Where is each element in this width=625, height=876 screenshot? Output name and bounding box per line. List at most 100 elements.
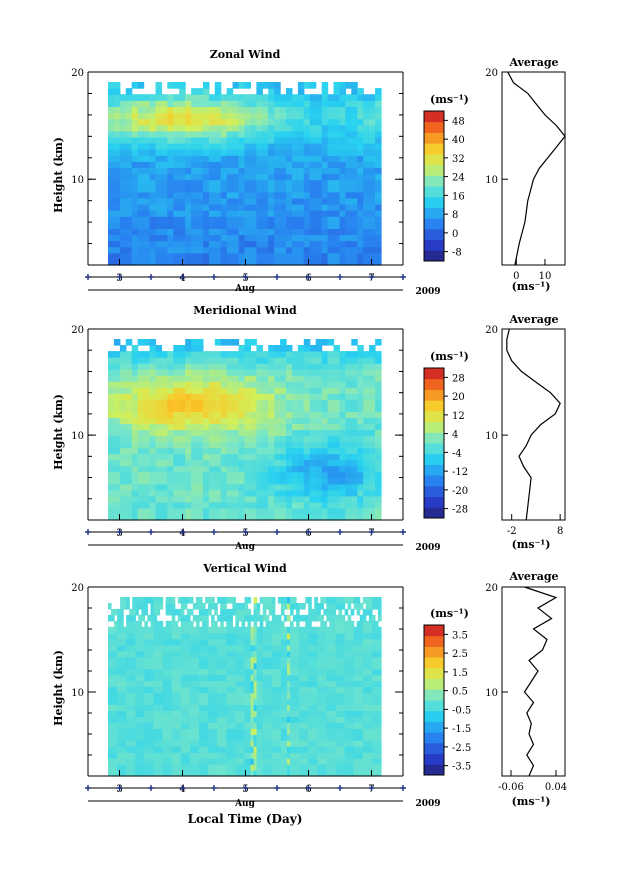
heatmap-cell [174,710,179,717]
heatmap-cell [120,716,124,723]
heatmap-cell [271,770,276,777]
heatmap-cell [114,734,118,741]
heatmap-cell [357,489,364,497]
heatmap-cell [292,465,299,473]
heatmap-cell [117,644,121,652]
heatmap-cell [274,167,281,175]
heatmap-cell [143,453,151,461]
heatmap-cell [161,216,168,223]
heatmap-cell [369,167,376,175]
heatmap-cell [268,155,275,162]
heatmap-cell [150,686,155,694]
heatmap-cell [144,722,148,729]
heatmap-cell [292,191,299,199]
heatmap-cell [326,656,330,664]
heatmap-cell [363,197,370,205]
heatmap-cell [293,686,297,694]
heatmap-cell [113,124,121,132]
heatmap-cell [268,167,275,175]
heatmap-cell [211,644,215,652]
heatmap-cell [250,399,257,406]
heatmap-cell [114,608,118,616]
heatmap-cell [220,495,228,503]
heatmap-cell [168,734,173,741]
heatmap-cell [309,124,317,132]
heatmap-cell [244,746,249,753]
heatmap-cell [375,465,382,473]
heatmap-cell [277,644,282,652]
heatmap-cell [297,222,305,229]
heatmap-cell [167,351,174,358]
heatmap-cell [321,161,329,168]
heatmap-cell [220,447,228,455]
heatmap-cell [274,399,281,406]
heatmap-cell [244,405,251,412]
heatmap-cell [321,393,329,400]
heatmap-cell [113,417,121,424]
heatmap-cell [203,471,210,479]
heatmap-cell [189,704,194,711]
heatmap-cell [171,644,176,652]
heatmap-cell [357,471,364,479]
heatmap-cell [244,662,249,670]
heatmap-cell [135,662,139,670]
heatmap-cell [220,118,228,126]
heatmap-cell [149,453,156,461]
heatmap-cell [196,698,200,705]
heatmap-cell [123,686,127,694]
heatmap-cell [327,258,335,266]
heatmap-cell [162,656,167,664]
heatmap-cell [357,441,364,449]
heatmap-cell [308,597,312,604]
heatmap-cell [149,240,156,248]
heatmap-cell [155,82,162,89]
heatmap-cell [280,363,287,370]
time-marker [337,274,343,280]
heatmap-cell [132,698,136,705]
heatmap-cell [135,680,139,688]
heatmap-cell [137,112,145,120]
heatmap-cell [259,758,264,765]
heatmap-cell [108,644,112,652]
heatmap-cell [131,489,139,497]
heatmap-cell [238,100,246,107]
heatmap-cell [203,483,210,491]
heatmap-cell [137,204,145,211]
heatmap-cell [156,734,161,741]
heatmap-cell [283,704,288,711]
heatmap-cell [375,363,382,370]
heatmap-cell [277,638,282,646]
heatmap-cell [280,447,287,455]
heatmap-cell [161,483,168,491]
heatmap-cell [159,698,164,705]
heatmap-cell [327,465,335,473]
heatmap-cell [199,668,203,676]
heatmap-cell [333,411,340,418]
heatmap-cell [173,411,180,418]
heatmap-cell [247,716,252,723]
heatmap-cell [185,143,192,150]
heatmap-cell [244,710,249,717]
heatmap-cell [280,686,285,694]
heatmap-cell [149,405,156,412]
heatmap-cell [173,447,180,455]
heatmap-cell [321,210,329,217]
heatmap-cell [292,197,299,205]
heatmap-cell [141,597,145,604]
heatmap-cell [345,185,352,193]
heatmap-cell [123,740,127,747]
heatmap-cell [203,179,210,187]
heatmap-cell [174,740,179,747]
heatmap-cell [220,597,224,604]
heatmap-cell [208,752,212,759]
heatmap-cell [262,477,269,485]
heatmap-cell [196,644,200,652]
heatmap-cell [226,495,234,503]
heatmap-cell [333,477,340,485]
heatmap-cell [220,387,228,394]
heatmap-cell [113,339,121,346]
heatmap-cell [131,507,139,515]
heatmap-cell [317,752,321,759]
heatmap-cell [286,514,293,521]
heatmap-cell [202,710,206,717]
